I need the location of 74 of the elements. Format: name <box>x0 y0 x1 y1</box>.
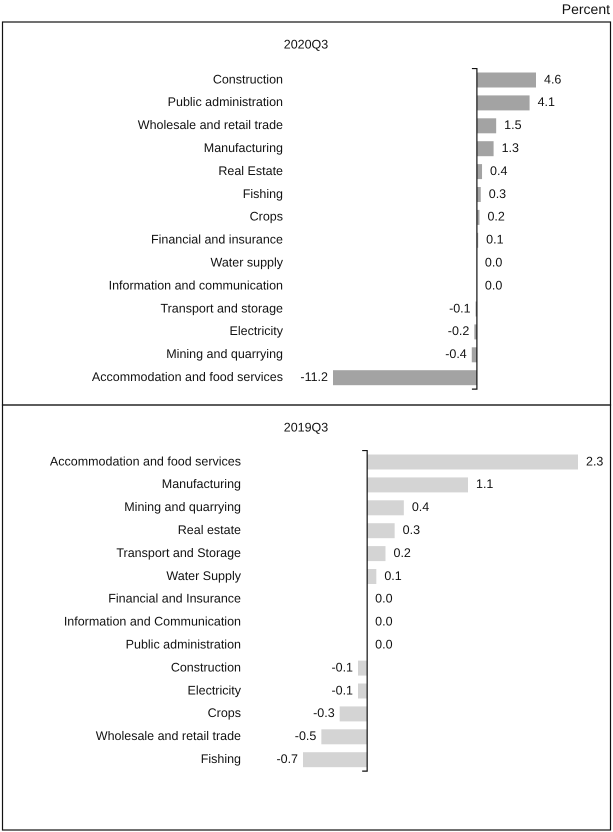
chart-title: 2020Q3 <box>284 37 328 52</box>
y-tick-label: Wholesale and retail trade <box>138 118 284 132</box>
bar <box>367 454 578 470</box>
y-tick-label: Information and Communication <box>64 614 242 629</box>
y-tick-label: Accommodation and food services <box>50 454 241 468</box>
data-label: -0.1 <box>331 683 354 698</box>
y-tick-label: Financial and Insurance <box>108 592 242 606</box>
y-tick-label: Fishing <box>200 752 242 766</box>
bar <box>367 500 404 516</box>
y-tick-label: Fishing <box>242 186 284 201</box>
y-tick-label: Crops <box>250 210 283 224</box>
bar <box>476 141 494 156</box>
bar <box>367 477 468 492</box>
y-tick-label: Electricity <box>230 324 284 338</box>
y-tick-label: Construction <box>212 72 284 86</box>
data-label: -0.1 <box>449 301 471 316</box>
data-label: -0.7 <box>276 752 298 766</box>
y-tick-label: Manufacturing <box>204 140 284 155</box>
data-label: 0.0 <box>375 592 393 606</box>
y-tick-label: Crops <box>208 706 241 720</box>
data-label: 0.3 <box>488 186 506 201</box>
bar <box>476 118 496 134</box>
data-label: -0.2 <box>448 324 470 338</box>
data-label: 4.1 <box>538 95 555 110</box>
data-label: 0.0 <box>375 614 393 629</box>
y-tick-label: Electricity <box>188 683 242 698</box>
bar <box>340 706 368 722</box>
chart-title: 2019Q3 <box>284 420 328 434</box>
y-tick-label: Water supply <box>210 255 284 270</box>
data-label: 4.6 <box>544 72 562 86</box>
data-label: -0.3 <box>313 706 335 720</box>
y-tick-label: Manufacturing <box>162 477 242 492</box>
bar <box>333 370 477 386</box>
data-label: 0.0 <box>484 278 502 292</box>
data-label: 0.0 <box>484 255 502 270</box>
bar <box>476 95 530 110</box>
y-tick-label: Information and communication <box>108 278 284 292</box>
data-label: 0.4 <box>490 164 508 178</box>
y-tick-label: Transport and storage <box>160 301 284 316</box>
text: Percent <box>562 1 610 17</box>
data-label: 1.5 <box>504 118 522 132</box>
data-label: 0.4 <box>412 500 430 514</box>
y-tick-label: Mining and quarrying <box>166 347 284 362</box>
data-label: 0.0 <box>375 637 393 652</box>
y-tick-label: Transport and Storage <box>116 546 242 560</box>
bar <box>358 660 368 676</box>
y-tick-label: Water Supply <box>166 568 242 583</box>
y-tick-label: Accommodation and food services <box>92 370 283 384</box>
data-label: 1.3 <box>502 140 520 155</box>
y-tick-label: Public administration <box>168 95 284 110</box>
data-label: -0.5 <box>294 729 316 744</box>
y-tick-label: Public administration <box>126 637 242 652</box>
y-tick-label: Mining and quarrying <box>124 500 242 514</box>
data-label: -0.4 <box>445 347 467 362</box>
data-label: 0.2 <box>487 210 505 224</box>
data-label: -11.2 <box>300 370 328 384</box>
bar <box>476 72 536 88</box>
bar <box>367 546 386 562</box>
bar <box>367 523 395 538</box>
data-label: 1.1 <box>476 477 494 492</box>
data-label: 0.3 <box>402 522 420 537</box>
y-tick-label: Construction <box>170 660 242 674</box>
bar <box>303 752 368 768</box>
y-tick-label: Financial and insurance <box>150 232 284 247</box>
bar <box>321 729 368 744</box>
data-label: 0.1 <box>486 232 504 247</box>
y-tick-label: Wholesale and retail trade <box>96 729 242 744</box>
y-tick-label: Real Estate <box>218 164 284 178</box>
data-label: -0.1 <box>331 660 354 674</box>
data-label: 0.2 <box>394 546 411 560</box>
data-label: 0.1 <box>384 568 402 583</box>
y-tick-label: Real estate <box>178 522 242 537</box>
data-label: 2.3 <box>586 454 604 468</box>
bar <box>358 684 368 698</box>
